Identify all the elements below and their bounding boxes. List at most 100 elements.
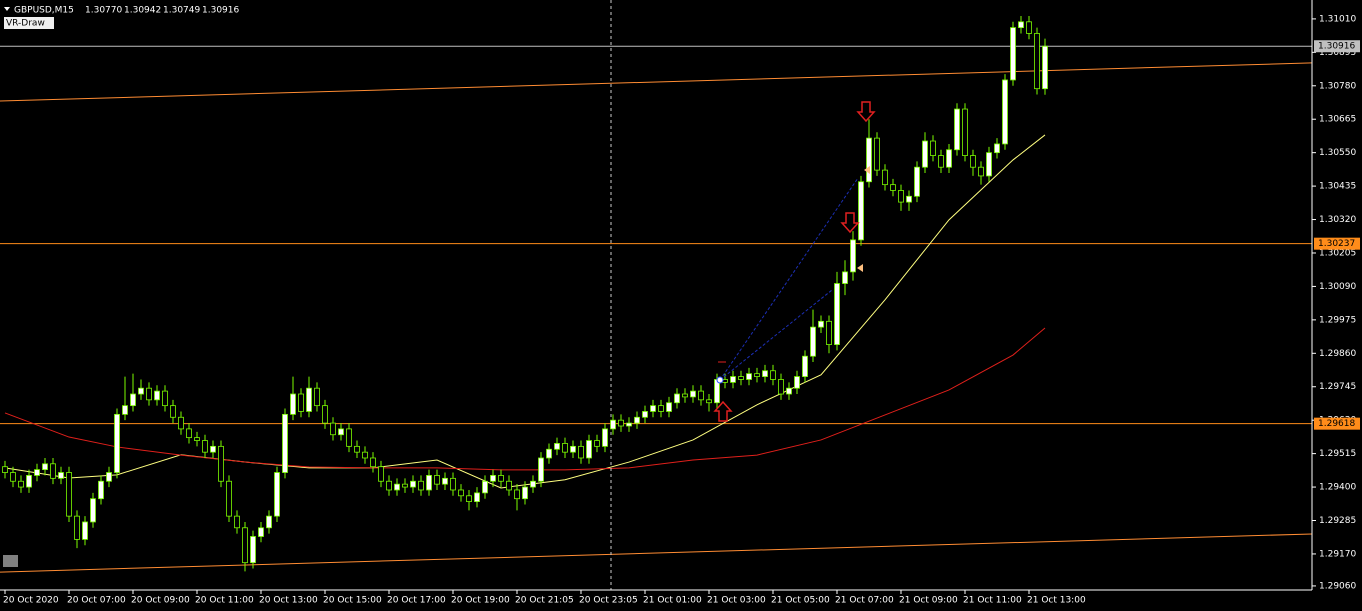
y-tick-label: 1.30665 xyxy=(1319,115,1356,125)
candle-body xyxy=(626,422,632,427)
candle-body xyxy=(1018,21,1024,29)
candle-body xyxy=(114,413,120,473)
y-tick-label: 1.29745 xyxy=(1319,382,1356,392)
candle-body xyxy=(186,428,192,439)
candle-body xyxy=(538,457,544,482)
candle-body xyxy=(18,480,24,488)
trendline xyxy=(0,62,1313,102)
candle-body xyxy=(194,437,200,441)
candle-body xyxy=(58,472,64,479)
candle-body xyxy=(522,486,528,500)
candle-body xyxy=(354,445,360,453)
x-tick-label: 20 Oct 19:00 xyxy=(451,596,510,606)
candle-body xyxy=(530,480,536,488)
candle-body xyxy=(314,387,320,407)
candle-body xyxy=(34,469,40,476)
candle-body xyxy=(26,475,32,488)
x-tick-label: 20 Oct 11:00 xyxy=(195,596,254,606)
candle-body xyxy=(202,440,208,453)
y-tick-label: 1.29400 xyxy=(1319,483,1356,493)
candle-body xyxy=(178,416,184,430)
candle-body xyxy=(666,402,672,412)
y-tick-label: 1.29975 xyxy=(1319,315,1356,325)
candle-body xyxy=(74,515,80,540)
candle-body xyxy=(994,143,1000,154)
candle-body xyxy=(402,483,408,488)
vr-draw-line xyxy=(719,177,859,381)
candle-body xyxy=(730,376,736,383)
x-tick-label: 21 Oct 07:00 xyxy=(835,596,894,606)
chart-button[interactable] xyxy=(3,555,18,567)
candle-body xyxy=(434,475,440,485)
candle-body xyxy=(882,169,888,186)
candle-body xyxy=(1026,21,1032,34)
candle-body xyxy=(482,480,488,494)
candle-body xyxy=(602,428,608,447)
x-tick-label: 20 Oct 17:00 xyxy=(387,596,446,606)
candle-body xyxy=(322,405,328,424)
candle-body xyxy=(938,155,944,168)
price-label: 1.30237 xyxy=(1318,239,1355,249)
candle-body xyxy=(42,463,48,471)
candle-body xyxy=(122,405,128,415)
candle-body xyxy=(1034,33,1040,90)
x-tick-label: 20 Oct 15:00 xyxy=(323,596,382,606)
price-label: 1.29618 xyxy=(1318,419,1355,429)
candle-body xyxy=(98,480,104,500)
candle-body xyxy=(618,419,624,427)
candle-body xyxy=(738,376,744,380)
x-tick-label: 21 Oct 13:00 xyxy=(1027,596,1086,606)
candle-body xyxy=(130,393,136,407)
candle-body xyxy=(658,405,664,412)
x-tick-label: 21 Oct 01:00 xyxy=(643,596,702,606)
sell-arrow[interactable] xyxy=(840,212,860,234)
x-tick-label: 20 Oct 21:05 xyxy=(515,596,574,606)
candle-body xyxy=(426,475,432,491)
trendline xyxy=(0,533,1313,573)
candle-body xyxy=(754,373,760,377)
menu-triangle[interactable] xyxy=(4,7,10,11)
candle-body xyxy=(706,399,712,404)
candle-body xyxy=(578,445,584,459)
overlay-layer xyxy=(2,15,1048,572)
header-open: 1.30770 xyxy=(85,6,122,16)
candle-body xyxy=(554,443,560,450)
y-tick-label: 1.30320 xyxy=(1319,215,1356,225)
anchor-point[interactable] xyxy=(716,376,724,384)
candle-body xyxy=(874,137,880,171)
x-tick-label: 21 Oct 11:00 xyxy=(963,596,1022,606)
y-tick-label: 1.30550 xyxy=(1319,148,1356,158)
buy-arrow[interactable] xyxy=(713,400,733,422)
candle-body xyxy=(450,477,456,491)
candle-body xyxy=(274,472,280,517)
candle-body xyxy=(946,149,952,168)
x-tick-label: 21 Oct 05:00 xyxy=(771,596,830,606)
symbol: GBPUSD,M15 xyxy=(14,6,74,16)
candle-body xyxy=(66,472,72,517)
x-tick-label: 21 Oct 09:00 xyxy=(899,596,958,606)
candle-body xyxy=(674,393,680,404)
candle-body xyxy=(778,379,784,395)
price-label: 1.30916 xyxy=(1318,42,1355,52)
sell-arrow[interactable] xyxy=(856,101,876,123)
marker-triangle xyxy=(864,166,870,174)
candle-body xyxy=(2,466,8,473)
candle-body xyxy=(338,428,344,436)
candle-body xyxy=(234,515,240,529)
x-tick-label: 21 Oct 03:00 xyxy=(707,596,766,606)
candle-body xyxy=(82,521,88,540)
candle-body xyxy=(986,152,992,177)
candle-body xyxy=(970,155,976,168)
y-tick-label: 1.30435 xyxy=(1319,182,1356,192)
candle-body xyxy=(842,271,848,284)
candle-body xyxy=(682,393,688,398)
price-label-box xyxy=(1314,417,1360,430)
candle-body xyxy=(698,390,704,401)
candle-body xyxy=(562,443,568,453)
candle-body xyxy=(1002,79,1008,145)
candle-body xyxy=(370,457,376,468)
candle-body xyxy=(506,480,512,491)
y-tick-label: 1.29060 xyxy=(1319,581,1356,591)
candle-body xyxy=(50,463,56,479)
